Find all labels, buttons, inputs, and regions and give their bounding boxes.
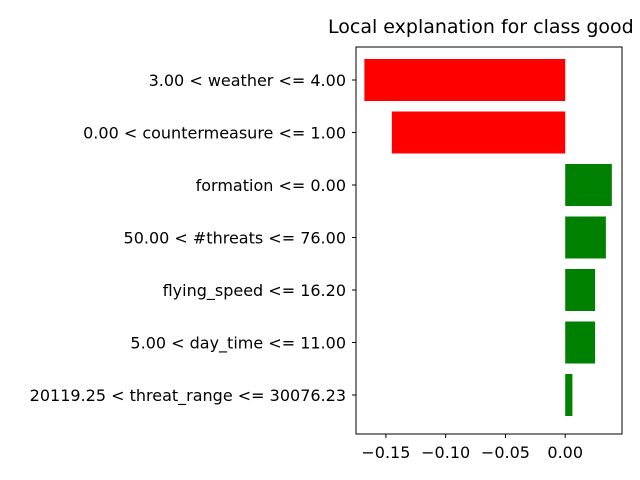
y-tick-label: 3.00 < weather <= 4.00 [149,71,346,90]
axes-frame [355,46,623,435]
chart-title: Local explanation for class good [328,16,634,38]
y-tick-label: flying_speed <= 16.20 [163,281,346,301]
bar [565,374,573,416]
axes-layer: 3.00 < weather <= 4.00 0.00 < countermeas… [30,46,623,462]
y-tick-label: 50.00 < #threats <= 76.00 [124,229,346,248]
y-tick-label: 20119.25 < threat_range <= 30076.23 [30,386,346,406]
y-tick-label: 0.00 < countermeasure <= 1.00 [83,124,346,143]
x-tick-label: −0.10 [421,443,470,462]
bar [364,59,566,101]
bar [391,111,566,154]
x-tick-label: 0.00 [547,443,583,462]
y-tick-label: formation <= 0.00 [196,176,346,195]
y-tick-label: 5.00 < day_time <= 11.00 [130,334,346,354]
bar [565,164,612,206]
x-tick-label: −0.05 [481,443,530,462]
bar [565,269,596,311]
x-tick-label: −0.15 [361,443,410,462]
bars-layer [364,59,612,416]
bar [565,321,596,364]
bar [565,216,606,259]
